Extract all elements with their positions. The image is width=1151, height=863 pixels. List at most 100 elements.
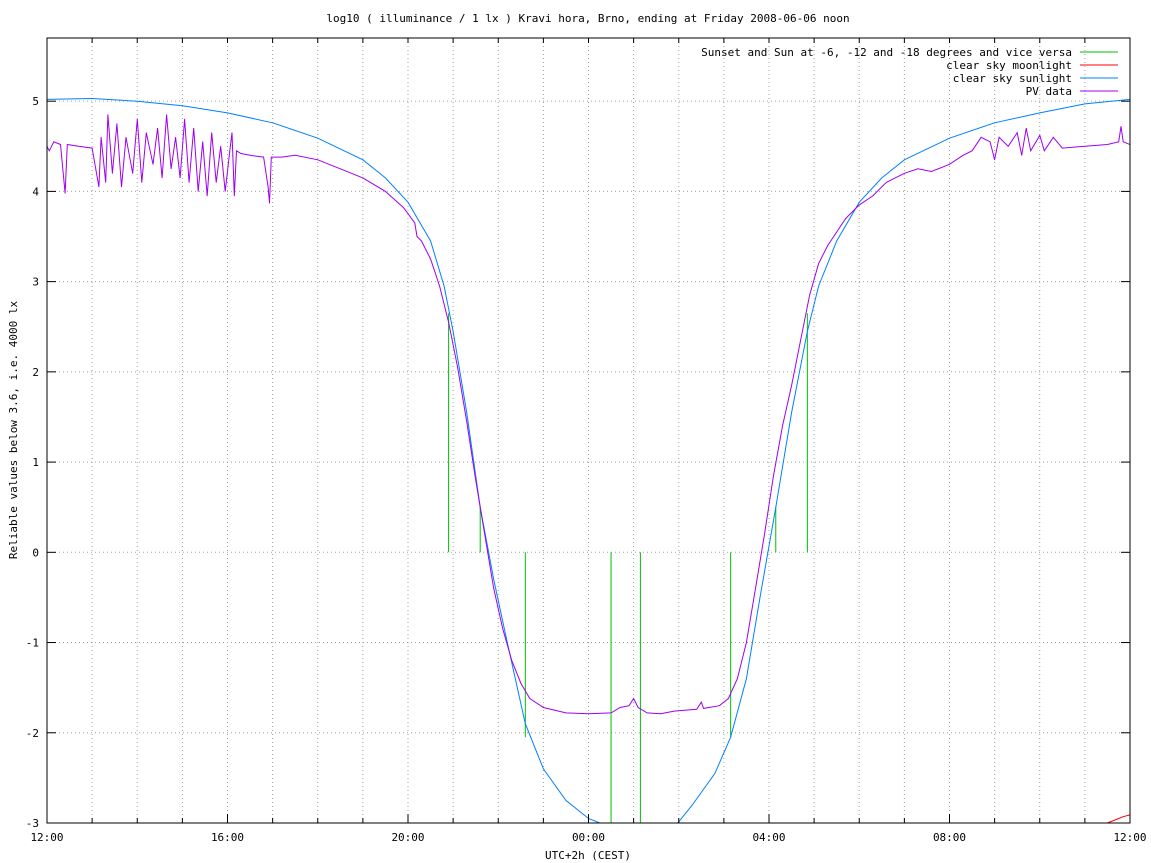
data-point — [511, 660, 513, 661]
data-point — [231, 132, 233, 134]
data-point — [385, 190, 386, 192]
data-point — [1107, 144, 1108, 145]
data-point — [493, 578, 495, 580]
data-point — [806, 330, 808, 332]
y-tick-label: 0 — [32, 546, 39, 559]
data-point — [791, 412, 792, 413]
data-point — [836, 231, 838, 233]
data-point — [917, 168, 919, 170]
data-point — [184, 118, 186, 120]
data-point — [493, 588, 495, 589]
data-point — [800, 339, 801, 341]
x-tick-label: 00:00 — [572, 831, 605, 844]
data-point — [170, 168, 172, 170]
y-tick-label: -1 — [26, 637, 39, 650]
data-point — [1084, 145, 1086, 147]
data-point — [179, 177, 181, 179]
data-point — [136, 100, 138, 102]
data-point — [403, 207, 404, 209]
data-point — [112, 172, 113, 174]
y-tick-label: -2 — [26, 727, 39, 740]
data-point — [457, 366, 459, 368]
data-point — [236, 150, 237, 152]
x-tick-label: 12:00 — [30, 831, 63, 844]
data-point — [161, 177, 163, 179]
series-sunset-and-sun-at-6-12-and-18-degrees-and-vice-versa — [448, 313, 808, 823]
data-point — [872, 195, 874, 197]
data-point — [1052, 136, 1054, 138]
data-point — [270, 156, 272, 158]
data-point — [100, 136, 102, 138]
data-point — [845, 218, 847, 219]
data-point — [60, 144, 61, 145]
data-point — [1025, 127, 1027, 129]
data-point — [858, 204, 860, 206]
data-point — [971, 150, 973, 152]
data-point — [91, 147, 93, 149]
series-line — [1107, 814, 1130, 823]
series-pv-data — [47, 114, 1130, 715]
data-point — [1122, 141, 1124, 143]
x-axis-ticks: 12:00 16:00 20:00 00:00 04:00 08:00 12:00 — [30, 38, 1147, 844]
data-point — [619, 707, 621, 708]
data-point — [565, 800, 567, 801]
x-tick-label: 08:00 — [933, 831, 966, 844]
data-point — [542, 707, 544, 708]
data-point — [764, 533, 765, 535]
data-point — [949, 163, 950, 165]
data-point — [700, 701, 702, 703]
data-point — [1021, 154, 1023, 156]
y-axis-ticks: -3 -2 -1 0 1 2 3 4 5 — [26, 95, 1130, 830]
data-point — [836, 240, 838, 242]
data-point — [737, 678, 738, 680]
data-point — [755, 588, 756, 589]
data-point — [565, 712, 567, 714]
data-point — [637, 707, 639, 708]
data-point — [141, 181, 143, 183]
data-point — [1122, 816, 1124, 818]
x-tick-label: 20:00 — [391, 831, 424, 844]
data-point — [775, 506, 777, 508]
x-tick-label: 04:00 — [752, 831, 785, 844]
data-point — [215, 181, 217, 183]
data-point — [931, 171, 932, 172]
data-point — [166, 114, 167, 116]
y-axis-label: Reliable values below 3.6, i.e. 4000 lx — [7, 300, 20, 559]
series-line — [47, 114, 1130, 715]
data-point — [181, 105, 183, 107]
data-point — [782, 425, 783, 427]
data-point — [994, 122, 996, 124]
data-point — [998, 136, 1000, 138]
data-point — [759, 597, 761, 598]
data-point — [229, 150, 231, 152]
legend: Sunset and Sun at -6, -12 and -18 degree… — [701, 46, 1118, 98]
data-point — [714, 772, 716, 774]
legend-label: PV data — [1026, 85, 1072, 98]
legend-label: clear sky moonlight — [946, 59, 1072, 72]
data-point — [294, 154, 296, 156]
data-point — [249, 154, 251, 156]
data-point — [414, 222, 416, 224]
data-point — [136, 118, 138, 120]
legend-label: clear sky sunlight — [953, 72, 1072, 85]
data-point — [317, 137, 319, 139]
y-tick-label: 4 — [32, 185, 39, 198]
data-point — [132, 172, 134, 174]
data-point — [1016, 132, 1018, 134]
y-tick-label: 3 — [32, 276, 39, 289]
data-point — [1061, 147, 1063, 149]
data-point — [152, 163, 154, 165]
data-point — [362, 159, 364, 161]
y-tick-label: 5 — [32, 95, 39, 108]
data-point — [484, 533, 486, 535]
data-point — [105, 181, 107, 183]
data-point — [227, 112, 228, 114]
data-point — [116, 123, 118, 125]
data-point — [220, 145, 222, 147]
data-point — [269, 202, 270, 204]
y-tick-label: 1 — [32, 456, 39, 469]
data-point — [818, 263, 820, 264]
data-point — [773, 475, 774, 477]
data-point — [240, 153, 242, 154]
data-point — [674, 827, 675, 828]
